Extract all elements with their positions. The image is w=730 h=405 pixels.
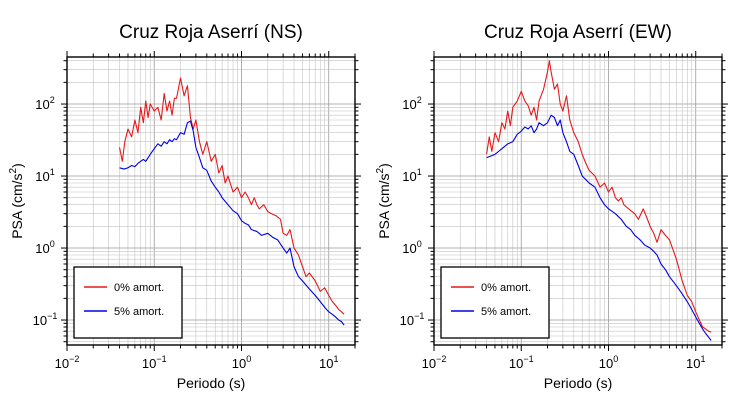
plot-frame xyxy=(433,56,723,346)
y-axis-label-main: PSA (cm/s xyxy=(9,173,25,238)
y-tick-base: 10 xyxy=(400,313,414,328)
x-tick-label: 10−1 xyxy=(142,354,167,371)
x-tick-label: 10−2 xyxy=(55,354,80,371)
x-tick-exponent: −1 xyxy=(156,354,166,364)
y-axis-label: PSA (cm/s2) xyxy=(375,163,392,239)
y-tick-label: 100 xyxy=(35,239,54,256)
y-tick-label: 100 xyxy=(402,239,421,256)
x-tick-label: 10−2 xyxy=(422,354,447,371)
y-tick-exponent: 1 xyxy=(417,167,422,177)
x-tick-label: 10−1 xyxy=(509,354,534,371)
legend-label-2: 5% amort. xyxy=(114,306,164,318)
y-axis-label-end: ) xyxy=(376,163,392,168)
y-tick-base: 10 xyxy=(402,241,416,256)
x-tick-base: 10 xyxy=(55,356,69,371)
legend-box xyxy=(440,266,550,339)
x-axis-label: Periodo (s) xyxy=(544,375,612,391)
x-tick-exponent: 1 xyxy=(700,354,705,364)
y-tick-label: 10−1 xyxy=(400,311,425,328)
chart-title: Cruz Roja Aserrí (EW) xyxy=(484,22,672,43)
x-tick-base: 10 xyxy=(686,356,700,371)
legend-label-1: 0% amort. xyxy=(481,282,531,294)
y-tick-exponent: 0 xyxy=(50,239,55,249)
y-tick-base: 10 xyxy=(35,241,49,256)
y-tick-label: 102 xyxy=(35,95,54,112)
x-tick-exponent: 0 xyxy=(246,354,251,364)
y-tick-label: 101 xyxy=(35,167,54,184)
y-axis-label: PSA (cm/s2) xyxy=(8,163,25,239)
legend-label-2: 5% amort. xyxy=(481,306,531,318)
series-line-undamped xyxy=(485,60,712,333)
y-tick-label: 10−1 xyxy=(33,311,58,328)
y-tick-exponent: 2 xyxy=(417,95,422,105)
x-tick-label: 100 xyxy=(599,354,618,371)
y-tick-base: 10 xyxy=(35,169,49,184)
y-tick-exponent: −1 xyxy=(414,311,424,321)
x-tick-base: 10 xyxy=(142,356,156,371)
x-tick-base: 10 xyxy=(599,356,613,371)
y-axis-label-main: PSA (cm/s xyxy=(376,173,392,238)
series-line-damped xyxy=(486,114,712,341)
grid xyxy=(433,57,723,345)
x-tick-label: 101 xyxy=(686,354,705,371)
x-tick-base: 10 xyxy=(319,356,333,371)
y-axis-label-end: ) xyxy=(9,163,25,168)
y-tick-base: 10 xyxy=(33,313,47,328)
x-tick-base: 10 xyxy=(422,356,436,371)
y-tick-base: 10 xyxy=(402,97,416,112)
legend: 0% amort. 5% amort. xyxy=(73,266,183,339)
y-tick-label: 102 xyxy=(402,95,421,112)
y-tick-label: 101 xyxy=(402,167,421,184)
x-tick-label: 100 xyxy=(232,354,251,371)
x-tick-base: 10 xyxy=(232,356,246,371)
x-tick-exponent: −2 xyxy=(69,354,79,364)
y-tick-base: 10 xyxy=(35,97,49,112)
x-tick-exponent: −2 xyxy=(436,354,446,364)
x-tick-exponent: 1 xyxy=(333,354,338,364)
y-tick-base: 10 xyxy=(402,169,416,184)
grid xyxy=(66,57,356,345)
x-tick-base: 10 xyxy=(509,356,523,371)
series-line-damped xyxy=(119,120,345,326)
y-tick-exponent: 2 xyxy=(50,95,55,105)
x-axis-label: Periodo (s) xyxy=(177,375,245,391)
y-axis-label-sup: 2 xyxy=(8,167,19,173)
legend-label-1: 0% amort. xyxy=(114,282,164,294)
y-tick-exponent: −1 xyxy=(47,311,57,321)
y-tick-exponent: 1 xyxy=(50,167,55,177)
chart-title: Cruz Roja Aserrí (NS) xyxy=(119,22,303,43)
x-tick-exponent: 0 xyxy=(613,354,618,364)
x-tick-label: 101 xyxy=(319,354,338,371)
plot-frame xyxy=(66,56,356,346)
legend: 0% amort. 5% amort. xyxy=(440,266,550,339)
y-axis-label-sup: 2 xyxy=(375,167,386,173)
series-line-undamped xyxy=(118,77,345,315)
y-tick-exponent: 0 xyxy=(417,239,422,249)
x-tick-exponent: −1 xyxy=(523,354,533,364)
legend-box xyxy=(73,266,183,339)
